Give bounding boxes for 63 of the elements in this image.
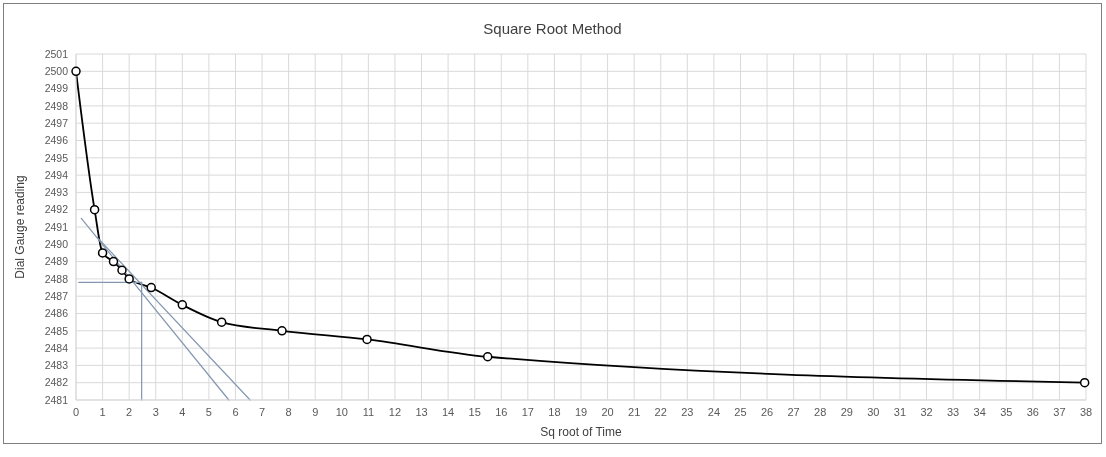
x-tick-label: 33: [946, 405, 960, 418]
x-tick-label: 38: [1079, 405, 1093, 418]
x-tick-label: 1: [99, 405, 106, 418]
x-tick-label: 15: [468, 405, 481, 418]
y-tick-label: 2485: [44, 324, 69, 337]
y-tick-label: 2481: [44, 393, 69, 406]
x-tick-label: 24: [707, 405, 721, 418]
x-tick-label: 22: [654, 405, 667, 418]
y-tick-label: 2486: [44, 307, 69, 320]
chart-title: Square Root Method: [482, 20, 623, 37]
y-tick-label: 2490: [44, 238, 69, 251]
y-tick-label: 2497: [44, 116, 69, 129]
y-tick-label: 2484: [44, 341, 69, 354]
x-tick-label: 21: [628, 405, 641, 418]
y-tick-label: 2487: [44, 289, 69, 302]
x-tick-label: 36: [1026, 405, 1039, 418]
x-tick-label: 9: [312, 405, 319, 418]
y-tick-label: 2499: [44, 82, 69, 95]
x-tick-label: 20: [601, 405, 614, 418]
x-tick-label: 8: [285, 405, 292, 418]
x-tick-label: 14: [441, 405, 455, 418]
x-axis-title: Sq root of Time: [540, 425, 623, 439]
x-tick-label: 12: [388, 405, 402, 418]
x-tick-label: 10: [335, 405, 348, 418]
x-tick-label: 28: [814, 405, 827, 418]
x-tick-label: 25: [734, 405, 747, 418]
x-tick-label: 32: [920, 405, 933, 418]
x-tick-label: 0: [72, 405, 80, 418]
x-tick-label: 17: [521, 405, 534, 418]
y-tick-label: 2493: [44, 186, 69, 199]
x-tick-label: 23: [681, 405, 694, 418]
x-tick-label: 18: [548, 405, 561, 418]
x-tick-label: 11: [362, 405, 375, 418]
x-tick-label: 27: [787, 405, 800, 418]
x-tick-label: 30: [867, 405, 880, 418]
x-tick-label: 31: [893, 405, 907, 418]
x-tick-label: 19: [574, 405, 588, 418]
x-tick-label: 7: [258, 405, 266, 418]
x-tick-label: 35: [1000, 405, 1013, 418]
x-tick-label: 4: [179, 405, 186, 418]
y-tick-label: 2498: [44, 99, 69, 112]
y-tick-label: 2500: [44, 65, 69, 78]
y-tick-label: 2482: [44, 376, 69, 389]
y-tick-label: 2494: [44, 168, 69, 181]
x-tick-label: 13: [415, 405, 428, 418]
y-tick-label: 2483: [44, 359, 69, 372]
x-tick-label: 3: [152, 405, 159, 418]
x-tick-label: 6: [232, 405, 239, 418]
y-tick-label: 2495: [44, 151, 69, 164]
x-tick-label: 34: [973, 405, 986, 418]
y-tick-label: 2489: [44, 255, 69, 268]
y-tick-label: 2488: [44, 272, 69, 285]
x-tick-label: 26: [760, 405, 774, 418]
y-tick-label: 2501: [44, 47, 69, 60]
x-tick-label: 37: [1053, 405, 1066, 418]
y-axis-title: Dial Gauge reading: [13, 175, 28, 279]
y-tick-label: 2492: [44, 203, 69, 216]
y-tick-label: 2496: [44, 134, 69, 147]
x-tick-label: 29: [840, 405, 853, 418]
y-tick-label: 2491: [44, 220, 69, 233]
x-tick-label: 2: [126, 405, 133, 418]
x-tick-label: 16: [495, 405, 508, 418]
x-tick-label: 5: [205, 405, 212, 418]
